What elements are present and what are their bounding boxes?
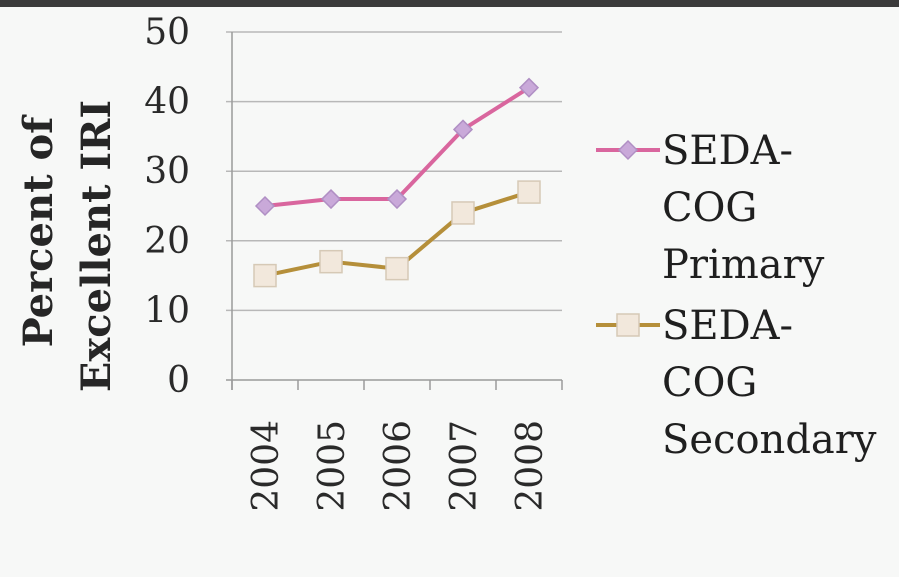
y-tick-label-20: 20 <box>144 221 190 262</box>
y-axis-label-line-2: Excellent IRI <box>73 100 120 392</box>
legend-entry-2: SEDA- COG Secondary <box>596 303 877 463</box>
series-2-point-2008 <box>517 180 541 204</box>
series-1-point-2008 <box>518 77 540 98</box>
x-tick-label-2004: 2004 <box>246 420 287 512</box>
series-2 <box>253 180 541 288</box>
y-axis-label-line-1: Percent of <box>15 114 62 347</box>
series-1-point-2007 <box>452 119 474 140</box>
legend-label-2-line-3: Secondary <box>662 417 877 463</box>
y-tick-labels: 0 10 20 30 40 50 <box>144 12 190 401</box>
legend-label-1-line-3: Primary <box>662 242 825 288</box>
series-2-point-2005 <box>319 249 343 274</box>
x-tick-label-2006: 2006 <box>378 420 419 512</box>
top-border <box>0 0 899 7</box>
series-2-point-2007 <box>451 201 475 225</box>
series-1-point-2006 <box>386 188 408 210</box>
y-tick-label-10: 10 <box>144 290 190 331</box>
y-axis-label: Percent of Excellent IRI <box>15 100 120 392</box>
legend-label-2-line-2: COG <box>662 360 757 406</box>
legend-label-1-line-2: COG <box>662 185 757 231</box>
series-1-point-2005 <box>320 188 342 210</box>
legend-marker-1 <box>617 139 639 161</box>
x-tick-labels: 2004 2005 2006 2007 2008 <box>246 420 551 512</box>
legend-entry-1: SEDA- COG Primary <box>596 128 825 288</box>
x-tick-label-2007: 2007 <box>444 420 485 512</box>
series-2-point-2006 <box>385 256 409 281</box>
legend-label-1-line-1: SEDA- <box>662 128 793 174</box>
x-tick-label-2008: 2008 <box>510 420 551 512</box>
legend: SEDA- COG Primary SEDA- COG Secondary <box>596 128 877 463</box>
x-tick-label-2005: 2005 <box>312 420 353 512</box>
y-tick-label-0: 0 <box>167 360 190 401</box>
series-1 <box>254 77 540 217</box>
series-lines <box>253 77 541 288</box>
series-1-line <box>264 85 531 208</box>
series-1-point-2004 <box>254 195 276 217</box>
axes <box>226 32 563 390</box>
legend-marker-2 <box>616 313 640 337</box>
legend-label-2-line-1: SEDA- <box>662 303 793 349</box>
y-tick-label-50: 50 <box>144 12 190 53</box>
y-tick-label-40: 40 <box>144 82 190 123</box>
series-2-point-2004 <box>253 263 277 288</box>
y-tick-label-30: 30 <box>144 151 190 192</box>
